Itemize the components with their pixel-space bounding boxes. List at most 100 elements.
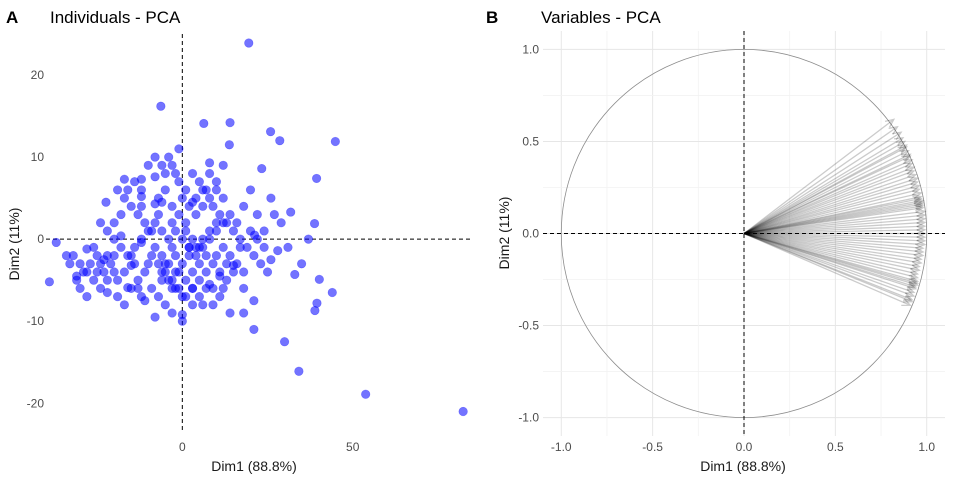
variable-arrow bbox=[743, 222, 927, 235]
variable-arrow-head bbox=[903, 294, 914, 303]
individual-point bbox=[208, 300, 218, 310]
variable-arrow bbox=[743, 194, 923, 235]
individual-point bbox=[174, 177, 184, 187]
variable-arrow-head bbox=[903, 162, 914, 171]
individual-point bbox=[303, 234, 314, 244]
variable-arrow bbox=[743, 169, 916, 235]
individual-point bbox=[174, 209, 184, 220]
variable-arrow bbox=[743, 232, 920, 284]
variable-arrow-shaft bbox=[743, 118, 895, 235]
variable-arrow-head bbox=[910, 260, 921, 270]
variable-arrow-shaft bbox=[743, 185, 920, 235]
individual-point bbox=[201, 267, 211, 277]
individual-point bbox=[44, 277, 55, 287]
individual-point bbox=[140, 267, 150, 277]
individual-point bbox=[265, 127, 276, 137]
variable-arrow-shaft bbox=[743, 232, 918, 282]
individual-point bbox=[177, 234, 187, 244]
variable-arrow-head bbox=[904, 166, 916, 175]
individual-point bbox=[167, 308, 177, 318]
variable-arrow-shaft bbox=[743, 232, 916, 288]
individual-point bbox=[187, 283, 198, 293]
individual-point bbox=[153, 259, 164, 269]
individual-point bbox=[167, 160, 177, 170]
individual-point bbox=[232, 218, 242, 228]
variable-arrow-shaft bbox=[743, 166, 915, 235]
individual-point bbox=[109, 218, 119, 228]
variable-arrow bbox=[743, 144, 909, 235]
individual-point bbox=[157, 160, 167, 170]
individual-point bbox=[109, 267, 119, 277]
individual-point bbox=[170, 250, 181, 261]
individual-point bbox=[252, 234, 262, 244]
individual-point bbox=[201, 283, 211, 293]
variable-arrow bbox=[743, 232, 921, 270]
individuals-y-tick-label: -20 bbox=[27, 396, 45, 410]
individual-point bbox=[239, 267, 249, 277]
variable-arrow-head bbox=[910, 183, 921, 192]
variable-arrow bbox=[743, 232, 918, 289]
variables-x-tick-label: 1.0 bbox=[918, 440, 935, 454]
individual-point bbox=[198, 185, 208, 195]
variable-arrow bbox=[743, 232, 925, 252]
variable-arrow-head bbox=[916, 215, 927, 224]
individual-point bbox=[102, 275, 112, 285]
individual-point bbox=[224, 140, 234, 150]
individual-point bbox=[204, 193, 215, 203]
individual-point bbox=[245, 185, 256, 195]
variable-arrow-shaft bbox=[743, 210, 925, 235]
individual-point bbox=[82, 267, 92, 277]
variable-arrow-shaft bbox=[743, 159, 913, 235]
individual-point bbox=[198, 201, 208, 211]
variable-arrow-shaft bbox=[743, 232, 922, 264]
variable-arrow-shaft bbox=[743, 221, 925, 235]
individual-point bbox=[164, 259, 174, 269]
variable-arrow-shaft bbox=[743, 155, 911, 235]
individual-point bbox=[187, 300, 198, 310]
individual-point bbox=[130, 259, 140, 269]
variable-arrow-head bbox=[916, 236, 927, 245]
variable-arrow-head bbox=[912, 195, 923, 205]
individual-point bbox=[279, 337, 290, 347]
variables-chart-title: Variables - PCA bbox=[541, 8, 661, 27]
variable-arrow-shaft bbox=[743, 232, 925, 242]
individual-point bbox=[187, 267, 198, 277]
panel-individuals: A Individuals - PCA -20 -10 0 10 20 0 50 Dim1… bbox=[6, 8, 472, 474]
variable-arrow bbox=[743, 218, 927, 235]
variable-arrow-head bbox=[914, 250, 925, 259]
variable-arrow bbox=[743, 232, 920, 280]
individual-point bbox=[239, 283, 249, 293]
individual-point bbox=[266, 193, 276, 203]
individuals-y-tick-label: 0 bbox=[37, 232, 44, 246]
individual-point bbox=[89, 275, 99, 285]
variable-arrow bbox=[743, 232, 920, 287]
variable-arrow bbox=[743, 232, 923, 263]
individual-point bbox=[225, 209, 235, 220]
individual-point bbox=[99, 267, 109, 277]
individual-point bbox=[211, 218, 221, 228]
individual-point bbox=[259, 242, 269, 252]
individual-point bbox=[239, 308, 249, 318]
variable-arrow-head bbox=[908, 176, 920, 185]
individuals-x-tick-label: 0 bbox=[179, 440, 186, 454]
variable-arrow bbox=[743, 232, 925, 256]
individual-point bbox=[208, 201, 218, 211]
variable-arrow-shaft bbox=[743, 232, 918, 284]
individual-point bbox=[136, 291, 147, 302]
individual-point bbox=[82, 291, 92, 302]
variable-arrow-head bbox=[908, 180, 920, 189]
individual-point bbox=[259, 226, 269, 236]
individual-point bbox=[150, 312, 160, 322]
individuals-y-tick-label: 10 bbox=[31, 150, 45, 164]
individual-point bbox=[222, 259, 232, 269]
individual-point bbox=[150, 242, 160, 252]
individual-point bbox=[160, 168, 170, 179]
variable-arrow-head bbox=[914, 201, 925, 210]
individual-point bbox=[228, 267, 239, 277]
individual-point bbox=[187, 234, 198, 244]
variable-arrow-head bbox=[908, 276, 920, 286]
variable-arrow-head bbox=[903, 159, 914, 167]
individual-point bbox=[133, 275, 143, 285]
individuals-points bbox=[44, 38, 468, 417]
individual-point bbox=[174, 144, 184, 154]
